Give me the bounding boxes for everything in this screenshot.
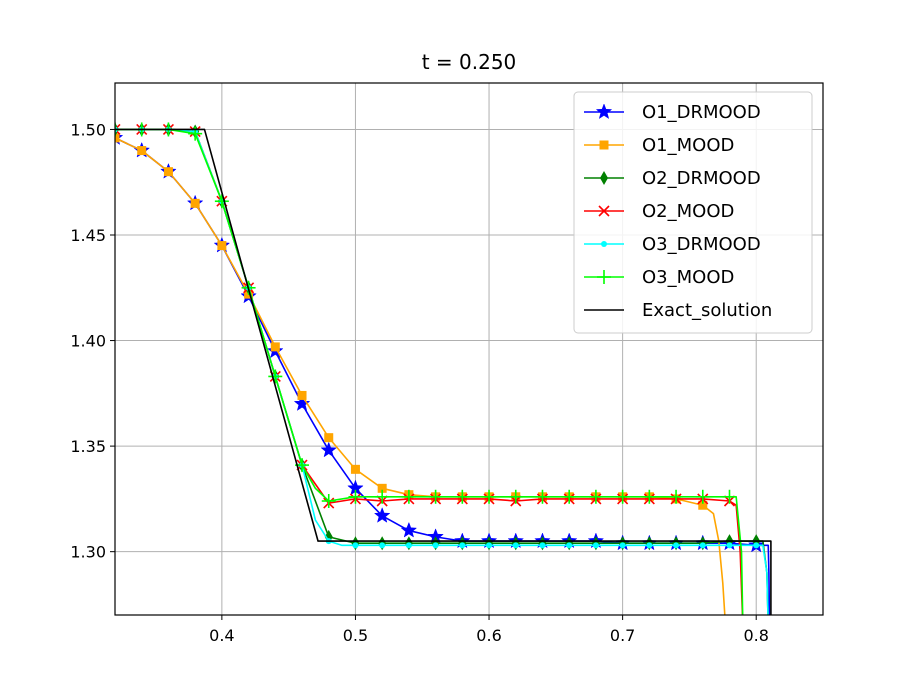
axis-ticks: 0.4 0.5 0.6 0.7 0.8 1.30 1.35 1.40 1.45 1.50: [70, 120, 769, 645]
series-line: [115, 128, 744, 615]
plus-marker: [535, 489, 550, 504]
x-marker-stroke: [598, 205, 610, 217]
plus-marker: [214, 194, 229, 209]
x-tick-label: 0.6: [476, 626, 501, 645]
series-layer: [115, 122, 772, 615]
series-line: [115, 128, 772, 615]
legend-entry: O1_MOOD: [584, 135, 734, 156]
legend-label: O3_DRMOOD: [642, 234, 761, 255]
square-marker: [137, 146, 147, 156]
plus-marker: [508, 489, 523, 504]
point-marker: [539, 542, 546, 549]
x-tick-label: 0.4: [209, 626, 234, 645]
legend-label: O2_DRMOOD: [642, 168, 761, 189]
legend-label: O2_MOOD: [642, 201, 734, 222]
legend-entry: O1_DRMOOD: [584, 102, 761, 123]
plus-marker: [268, 369, 283, 384]
point-marker: [459, 542, 466, 549]
point-marker: [699, 542, 706, 549]
square-marker: [377, 483, 387, 493]
legend-label: O3_MOOD: [642, 267, 734, 288]
x-tick-label: 0.5: [343, 626, 368, 645]
plus-marker: [401, 489, 416, 504]
legend-label: O1_MOOD: [642, 135, 734, 156]
legend-entry: O3_DRMOOD: [584, 234, 761, 255]
legend-label: Exact_solution: [642, 300, 772, 321]
diamond-marker: [600, 171, 608, 185]
plus-marker: [615, 489, 630, 504]
chart-title: t = 0.250: [422, 50, 517, 74]
point-marker: [405, 542, 412, 549]
x-marker-stroke: [115, 128, 121, 136]
y-tick-label: 1.50: [70, 120, 106, 139]
plus-marker: [597, 270, 611, 284]
star-marker: [595, 103, 613, 120]
square-marker: [163, 167, 173, 177]
star-marker: [400, 521, 418, 538]
legend-entry: O2_MOOD: [584, 201, 734, 222]
square-marker: [115, 133, 120, 143]
square-marker: [698, 500, 708, 510]
plus-marker: [642, 489, 657, 504]
point-marker: [379, 542, 386, 549]
series-exact-solution: [115, 128, 772, 615]
y-tick-label: 1.45: [70, 226, 106, 245]
star-marker: [373, 507, 391, 523]
point-marker: [601, 241, 607, 247]
x-tick-label: 0.7: [610, 626, 635, 645]
point-marker: [592, 542, 599, 549]
plus-marker: [455, 489, 470, 504]
legend: O1_DRMOOD O1_MOOD O2_DRMOOD O2_MOOD O3_DRMOO…: [573, 91, 813, 334]
plus-marker: [321, 494, 336, 508]
x-marker-stroke: [115, 123, 121, 131]
plus-marker: [482, 489, 497, 504]
square-marker: [599, 140, 609, 150]
square-marker: [297, 390, 307, 400]
legend-entry: Exact_solution: [584, 300, 772, 321]
point-marker: [673, 542, 680, 549]
plus-marker: [348, 489, 363, 504]
y-tick-label: 1.30: [70, 543, 106, 562]
point-marker: [432, 542, 439, 549]
series-o3-mood: [115, 122, 744, 615]
x-marker: [115, 123, 121, 136]
point-marker: [512, 542, 519, 549]
square-marker: [217, 241, 227, 251]
star-marker: [320, 441, 338, 458]
legend-box: [573, 91, 813, 334]
point-marker: [619, 542, 626, 549]
star-marker: [293, 395, 311, 411]
plus-marker: [375, 489, 390, 504]
plus-marker: [695, 489, 710, 504]
plus-marker: [722, 489, 737, 504]
plus-marker: [428, 489, 443, 504]
plus-marker: [562, 489, 577, 504]
square-marker: [270, 342, 280, 352]
point-marker: [753, 542, 760, 549]
plus-marker: [669, 489, 684, 504]
legend-entry: O2_DRMOOD: [584, 168, 761, 189]
point-marker: [566, 542, 573, 549]
square-marker: [190, 198, 200, 208]
point-marker: [646, 542, 653, 549]
x-tick-label: 0.8: [743, 626, 768, 645]
x-marker: [598, 205, 610, 217]
legend-entry: O3_MOOD: [584, 267, 734, 288]
y-tick-label: 1.35: [70, 437, 106, 456]
point-marker: [486, 542, 493, 549]
square-marker: [324, 433, 334, 443]
square-marker: [350, 464, 360, 474]
y-tick-label: 1.40: [70, 332, 106, 351]
legend-label: O1_DRMOOD: [642, 102, 761, 123]
point-marker: [352, 542, 359, 549]
point-marker: [726, 542, 733, 549]
plus-marker: [588, 489, 603, 504]
plot-frame: [114, 82, 824, 616]
